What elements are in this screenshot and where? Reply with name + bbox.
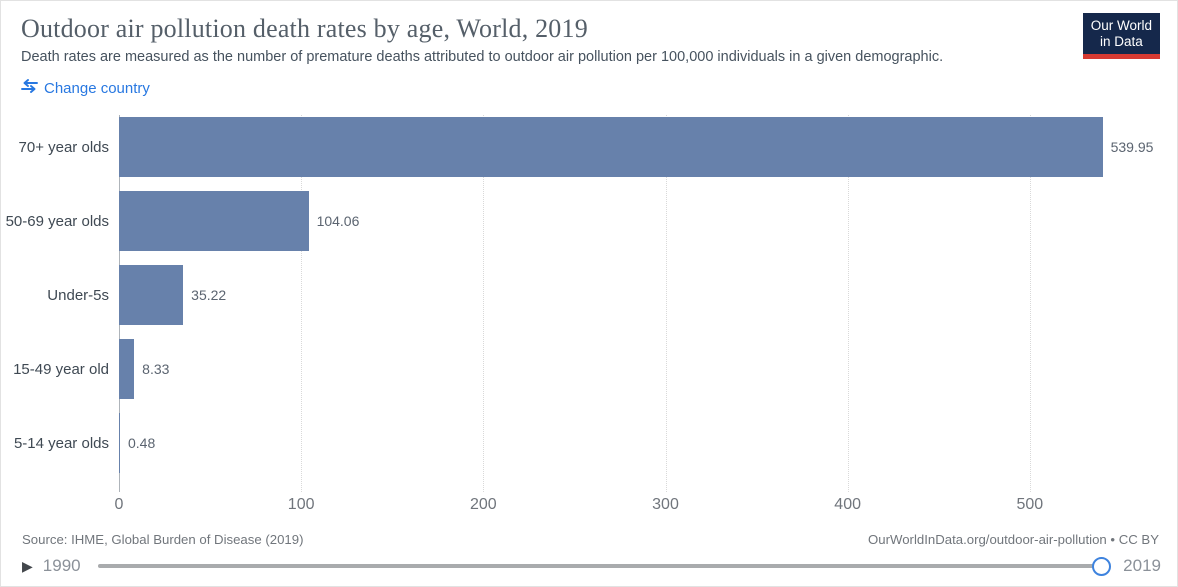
bar-chart: 70+ year olds 50-69 year olds Under-5s 15-4…: [1, 115, 1177, 519]
attribution-link[interactable]: OurWorldInData.org/outdoor-air-pollution…: [868, 532, 1159, 547]
gridline-400: [847, 115, 849, 492]
play-button[interactable]: ▶: [22, 558, 33, 574]
x-tick-label-0: 0: [114, 496, 124, 513]
chart-footer: Source: IHME, Global Burden of Disease (…: [1, 532, 1177, 547]
owid-logo-line2: in Data: [1099, 34, 1143, 50]
bar-50-69-year-olds[interactable]: [119, 191, 309, 251]
timeline-start-year[interactable]: 1990: [42, 556, 81, 575]
owid-logo-line1: Our World: [1090, 18, 1152, 33]
bar-value-label: 104.06: [316, 213, 360, 229]
gridline-100: [301, 115, 303, 492]
category-label: 50-69 year olds: [5, 212, 109, 230]
bar-value-label: 8.33: [142, 361, 170, 377]
x-tick-label-300: 300: [652, 496, 679, 513]
plot-area: 539.95 104.06 35.22 8.33 0.48: [119, 115, 1161, 492]
gridline-300: [665, 115, 667, 492]
chart-title: Outdoor air pollution death rates by age…: [21, 14, 588, 43]
bar-row: 8.33: [119, 339, 1161, 399]
change-country-label: Change country: [44, 79, 150, 97]
bar-value-label: 35.22: [191, 287, 227, 303]
bar-value-label: 0.48: [128, 435, 156, 451]
owid-logo[interactable]: Our World in Data: [1082, 13, 1160, 60]
gridline-200: [483, 115, 485, 492]
category-label: 5-14 year olds: [13, 434, 109, 452]
x-tick-label-400: 400: [834, 496, 862, 513]
x-tick-label-100: 100: [287, 496, 315, 513]
category-label: 70+ year olds: [18, 138, 109, 156]
change-country-button[interactable]: Change country: [21, 79, 150, 97]
timeline-slider-row: ▶ 1990 2019: [1, 554, 1177, 578]
category-label: 15-49 year old: [13, 360, 109, 378]
chart-subtitle: Death rates are measured as the number o…: [21, 49, 944, 65]
bar-under-5s[interactable]: [119, 265, 184, 325]
timeline-track-wrap: [97, 556, 1112, 576]
x-tick-label-200: 200: [469, 496, 497, 513]
x-tick-label-500: 500: [1016, 496, 1044, 513]
chart-controls: Change country: [1, 65, 1177, 98]
chart-header: Outdoor air pollution death rates by age…: [1, 1, 1177, 65]
timeline-end-year[interactable]: 2019: [1123, 556, 1161, 575]
swap-arrows-icon: [21, 79, 38, 97]
bar-row: 539.95: [119, 117, 1161, 177]
category-axis: 70+ year olds 50-69 year olds Under-5s 15-4…: [1, 115, 109, 492]
gridline-500: [1029, 115, 1031, 492]
bar-5-14-year-olds[interactable]: [119, 413, 120, 473]
bar-value-label: 539.95: [1110, 139, 1154, 155]
timeline-handle[interactable]: [1092, 557, 1112, 576]
category-label: Under-5s: [47, 286, 109, 304]
bar-row: 35.22: [119, 265, 1161, 325]
bar-15-49-year-old[interactable]: [119, 339, 135, 399]
bar-row: 0.48: [119, 413, 1161, 473]
timeline-track[interactable]: [97, 564, 1096, 568]
bar-70-year-olds[interactable]: [119, 117, 1103, 177]
x-axis: 0 100 200 300 400 500: [115, 496, 1161, 518]
source-note: Source: IHME, Global Burden of Disease (…: [22, 532, 304, 547]
bar-row: 104.06: [119, 191, 1161, 251]
